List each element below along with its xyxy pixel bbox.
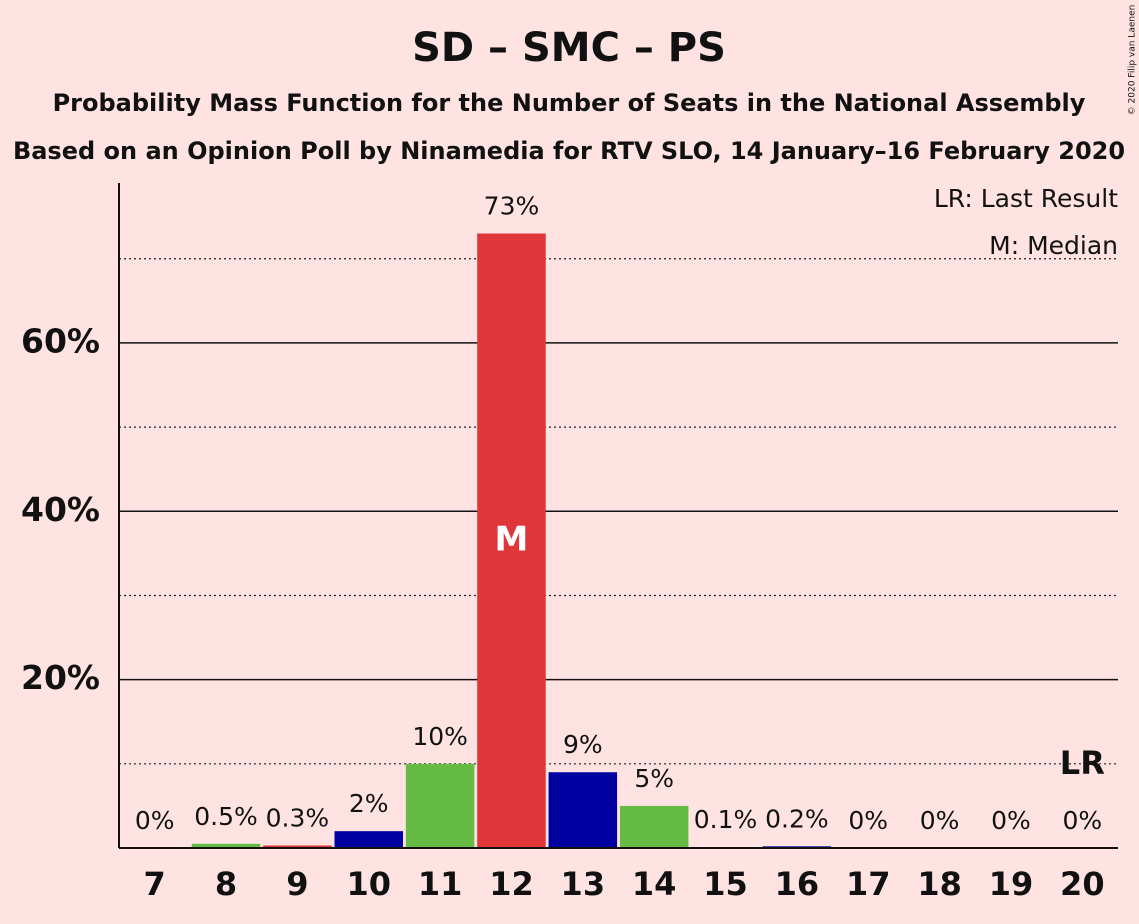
value-label: 0% [135,806,175,835]
subtitle: Probability Mass Function for the Number… [53,89,1086,117]
x-tick-label: 10 [346,865,391,903]
x-tick-label: 19 [989,865,1034,903]
x-tick-label: 16 [775,865,820,903]
copyright: © 2020 Filip van Laenen [1128,5,1138,116]
value-label: 0.3% [266,803,330,832]
y-tick-label: 60% [21,321,100,360]
y-tick-label: 40% [21,490,100,529]
x-tick-label: 7 [144,865,166,903]
value-label: 0.1% [694,805,758,834]
bar [548,772,618,848]
x-tick-label: 8 [215,865,237,903]
legend-entry: LR: Last Result [934,184,1118,213]
x-tick-label: 18 [917,865,962,903]
value-label: 2% [349,789,389,818]
last-result-marker: LR [1060,744,1105,782]
value-label: 0.2% [765,804,829,833]
value-label: 73% [484,192,540,221]
median-marker: M [495,519,529,559]
chart-title: SD – SMC – PS [412,25,726,71]
x-tick-label: 9 [286,865,308,903]
bar [477,233,546,848]
value-label: 9% [563,730,603,759]
bar [191,843,261,848]
value-label: 0% [991,806,1031,835]
bar [334,831,404,848]
value-label: 0% [1062,806,1102,835]
value-label: 0.5% [194,802,258,831]
subtitle: Based on an Opinion Poll by Ninamedia fo… [13,137,1125,165]
x-tick-label: 11 [418,865,463,903]
x-tick-label: 12 [489,865,534,903]
value-label: 10% [412,722,468,751]
value-label: 0% [920,806,960,835]
y-tick-label: 20% [21,658,100,697]
x-tick-label: 14 [632,865,677,903]
x-tick-label: 20 [1060,865,1105,903]
x-tick-label: 17 [846,865,891,903]
x-tick-label: 15 [703,865,748,903]
value-label: 0% [848,806,888,835]
value-label: 5% [634,764,674,793]
bar [263,845,332,848]
legend-entry: M: Median [989,231,1118,260]
bar [619,805,689,848]
x-tick-label: 13 [561,865,606,903]
bar [405,763,475,848]
